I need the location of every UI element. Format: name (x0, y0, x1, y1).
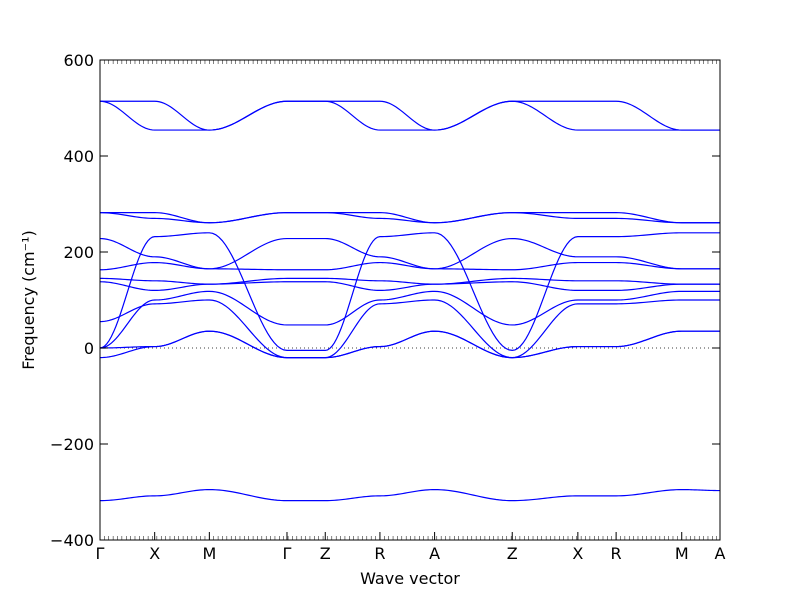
x-tick-label: A (429, 544, 440, 563)
y-tick-label: 600 (63, 51, 94, 70)
x-tick-label: Γ (96, 544, 105, 563)
phonon-band-13 (99, 330, 720, 359)
phonon-band-4 (99, 212, 720, 224)
x-tick-label: M (675, 544, 689, 563)
x-tick-label: A (715, 544, 726, 563)
y-tick-label: 0 (84, 339, 94, 358)
x-tick-label: M (202, 544, 216, 563)
x-tick-label: Γ (283, 544, 292, 563)
phonon-band-7 (99, 232, 720, 352)
x-tick-label: X (149, 544, 160, 563)
y-tick-label: 200 (63, 243, 94, 262)
phonon-band-14 (99, 488, 720, 502)
plot-frame (99, 59, 721, 541)
axis-layer: −400 −200 0 200 400 600 Γ X M Γ Z R A Z X R M A (50, 51, 725, 563)
y-tick-label: −200 (50, 435, 94, 454)
x-tick-label: R (611, 544, 622, 563)
series-layer (99, 100, 720, 502)
phonon-band-1 (100, 100, 720, 131)
y-axis-label: Frequency (cm⁻¹) (19, 230, 38, 369)
y-tick-label: −400 (50, 531, 94, 550)
phonon-band-6 (99, 261, 720, 271)
x-tick-label: Z (320, 544, 331, 563)
y-tick-label: 400 (63, 147, 94, 166)
phonon-band-11 (99, 299, 720, 359)
phonon-band-8 (99, 277, 720, 285)
x-axis-label: Wave vector (360, 569, 460, 588)
label-layer: Wave vector Frequency (cm⁻¹) (19, 230, 460, 588)
x-tick-label: Z (507, 544, 518, 563)
x-tick-label: R (374, 544, 385, 563)
phonon-band-2 (99, 100, 720, 131)
phonon-band-10 (99, 290, 720, 349)
x-tick-label: X (572, 544, 583, 563)
phonon-band-9 (99, 281, 720, 292)
